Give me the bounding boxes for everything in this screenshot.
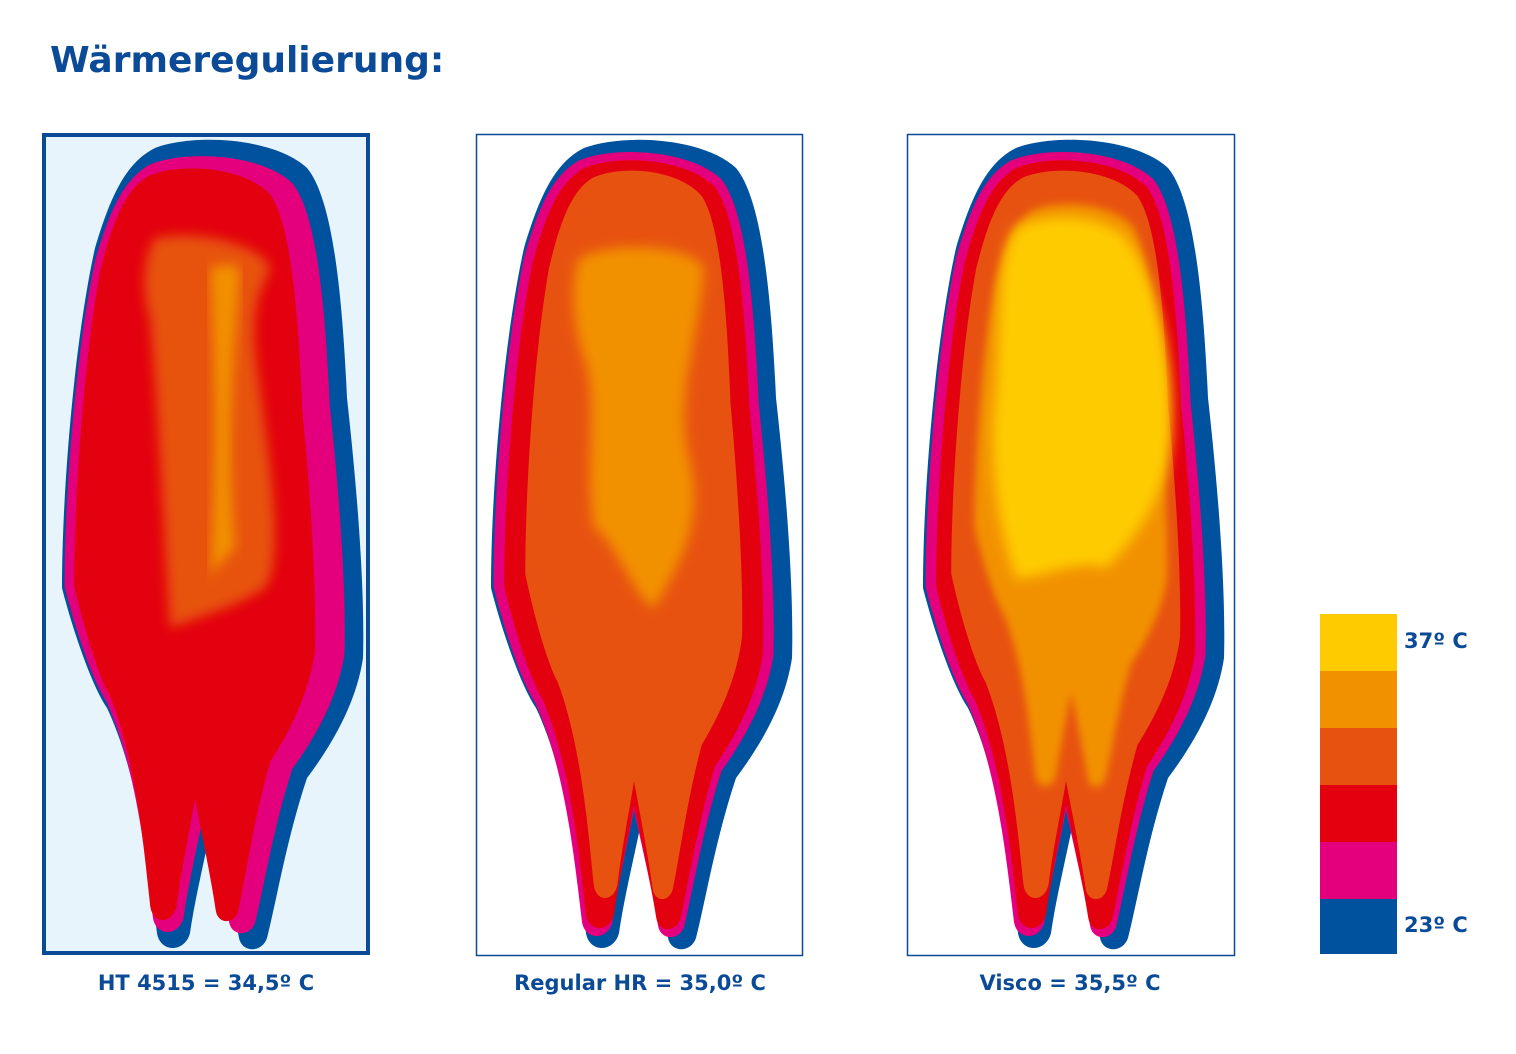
title: Wärmeregulierung: <box>50 40 444 81</box>
legend-swatch <box>1320 842 1397 899</box>
thermal-body <box>62 139 364 950</box>
panel-caption: Regular HR = 35,0º C <box>514 971 766 995</box>
thermal-body <box>491 139 793 950</box>
legend-label: 37º C <box>1404 629 1468 653</box>
legend-swatch <box>1320 671 1397 728</box>
panel-caption: HT 4515 = 34,5º C <box>98 971 314 995</box>
legend-swatch <box>1320 899 1397 954</box>
legend-label: 23º C <box>1404 913 1468 937</box>
legend-swatch <box>1320 728 1397 785</box>
legend-swatch <box>1320 614 1397 671</box>
thermal-body <box>923 139 1225 950</box>
legend-swatch <box>1320 785 1397 842</box>
panel-caption: Visco = 35,5º C <box>979 971 1160 995</box>
color-legend <box>1320 614 1397 954</box>
